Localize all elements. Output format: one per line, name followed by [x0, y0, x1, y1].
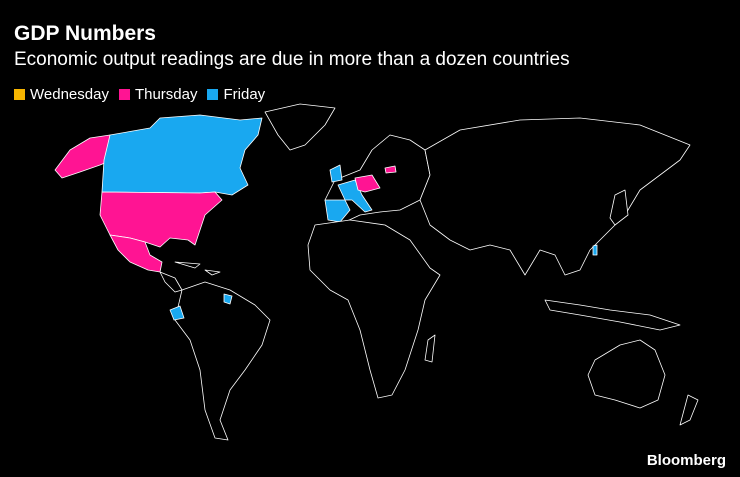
iberia — [324, 199, 351, 223]
legend-label: Thursday — [134, 86, 198, 103]
asia — [419, 117, 691, 276]
source: Bloomberg — [646, 452, 726, 469]
ecuador — [169, 305, 185, 321]
legend-item: Friday — [207, 86, 265, 103]
latvia — [384, 165, 397, 174]
taiwan — [592, 244, 598, 256]
legend-swatch — [207, 89, 219, 100]
japan — [609, 189, 629, 226]
madagascar — [424, 334, 436, 363]
legend-label: Wednesday — [30, 86, 109, 103]
legend-swatch — [14, 89, 25, 100]
greenland — [264, 103, 336, 151]
south-america — [174, 281, 271, 441]
mexico — [109, 234, 163, 273]
canada — [101, 114, 263, 196]
legend: Wednesday Thursday Friday — [14, 86, 265, 103]
legend-swatch — [118, 89, 130, 100]
germany-austria — [354, 174, 381, 193]
legend-item: Wednesday — [14, 86, 109, 103]
central-america — [159, 261, 221, 293]
africa — [307, 219, 441, 399]
legend-item: Thursday — [118, 86, 198, 103]
title: GDP Numbers — [14, 22, 156, 45]
southeast-asia — [544, 299, 681, 331]
subtitle: Economic output readings are due in more… — [14, 49, 570, 70]
new-zealand — [679, 394, 699, 426]
uk — [329, 164, 343, 183]
guyana — [223, 293, 233, 305]
australia — [587, 339, 666, 409]
legend-label: Friday — [223, 86, 266, 103]
